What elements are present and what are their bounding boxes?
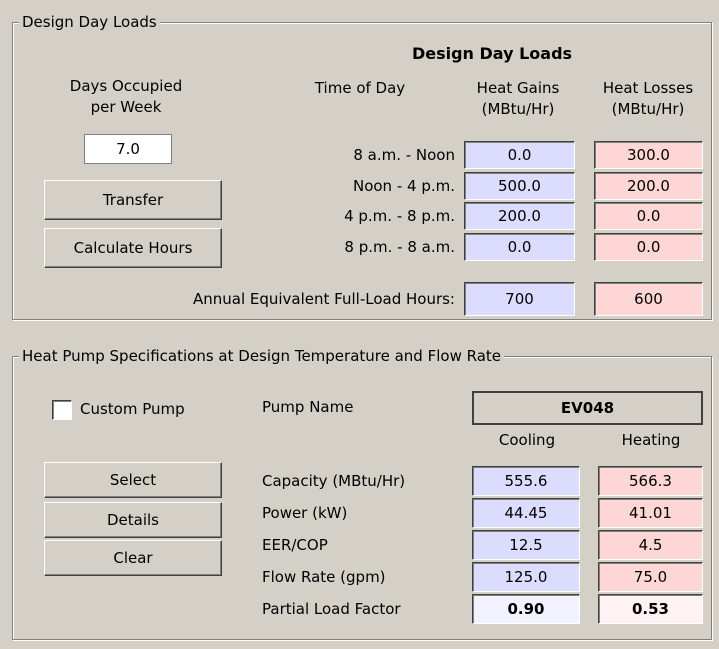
header: Heat Gains <box>476 79 560 97</box>
pump-name: EV048 <box>472 391 703 425</box>
heating-value: 0.53 <box>598 594 703 624</box>
heat-pump-group: Heat Pump Specifications at Design Tempe… <box>12 347 712 640</box>
label: Days Occupied <box>69 77 183 95</box>
label: per Week <box>90 98 162 116</box>
group-title: Design Day Loads <box>19 13 160 31</box>
cooling-value: 0.90 <box>472 594 580 624</box>
design-day-group: Design Day Loads <box>12 13 712 320</box>
label: Pump Name <box>262 398 354 416</box>
header: Cooling <box>498 431 556 449</box>
header: Time of Day <box>314 79 406 97</box>
time-label: Noon - 4 p.m. <box>352 176 455 195</box>
loss-value: 0.0 <box>594 232 703 261</box>
days-input[interactable]: 7.0 <box>84 134 172 164</box>
annual-gain: 700 <box>464 282 575 316</box>
time-label: 8 p.m. - 8 a.m. <box>344 237 455 256</box>
gain-value: 0.0 <box>464 141 575 169</box>
select-button[interactable]: Select <box>44 462 222 498</box>
row-label: Partial Load Factor <box>262 600 401 618</box>
loss-value: 0.0 <box>594 202 703 230</box>
annual-loss: 600 <box>594 282 703 316</box>
cooling-value: 555.6 <box>472 466 580 496</box>
calculate-button[interactable]: Calculate Hours <box>44 228 222 268</box>
clear-button[interactable]: Clear <box>44 540 222 576</box>
header: Heat Losses <box>602 79 694 97</box>
row-label: Capacity (MBtu/Hr) <box>262 472 406 490</box>
loss-value: 300.0 <box>594 141 703 169</box>
checkbox[interactable] <box>52 400 72 420</box>
details-button[interactable]: Details <box>44 502 222 538</box>
time-label: 8 a.m. - Noon <box>353 146 455 164</box>
loss-value: 200.0 <box>594 171 703 200</box>
heading: Design Day Loads <box>411 44 573 63</box>
heating-value: 41.01 <box>598 498 703 528</box>
row-label: Power (kW) <box>262 504 348 522</box>
heating-value: 4.5 <box>598 530 703 560</box>
header: (MBtu/Hr) <box>611 100 685 118</box>
time-label: 4 p.m. - 8 p.m. <box>344 207 455 225</box>
checkbox-label[interactable]: Custom Pump <box>80 400 185 418</box>
annual-label: Annual Equivalent Full-Load Hours: <box>192 290 455 308</box>
group-title: Heat Pump Specifications at Design Tempe… <box>19 347 505 365</box>
cooling-value: 44.45 <box>472 498 580 528</box>
header: Heating <box>621 431 681 449</box>
gain-value: 500.0 <box>464 171 575 200</box>
row-label: Flow Rate (gpm) <box>262 568 386 586</box>
cooling-value: 125.0 <box>472 562 580 592</box>
heating-value: 566.3 <box>598 466 703 496</box>
cooling-value: 12.5 <box>472 530 580 560</box>
row-label: EER/COP <box>262 536 328 554</box>
gain-value: 0.0 <box>464 232 575 261</box>
header: (MBtu/Hr) <box>481 100 555 118</box>
heating-value: 75.0 <box>598 562 703 592</box>
gain-value: 200.0 <box>464 202 575 230</box>
transfer-button[interactable]: Transfer <box>44 180 222 220</box>
